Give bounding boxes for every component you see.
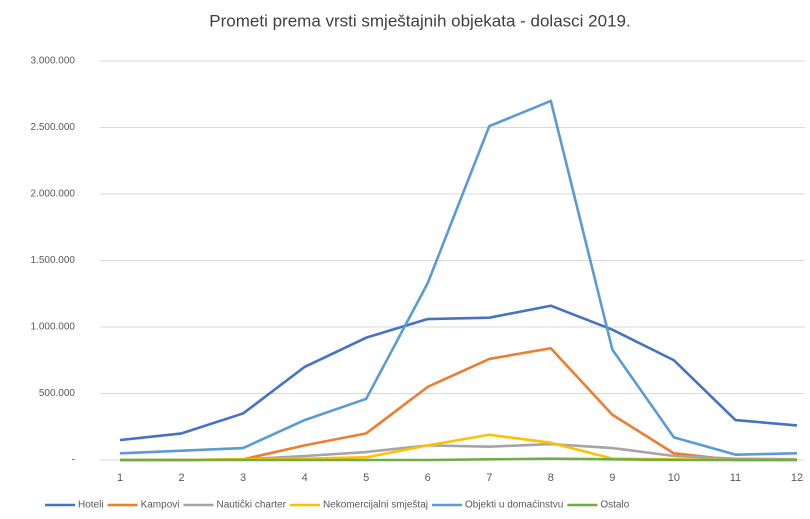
x-tick-label: 3 <box>240 472 246 484</box>
x-tick-label: 12 <box>791 472 803 484</box>
y-tick-label: 1.500.000 <box>31 255 76 266</box>
x-tick-label: 7 <box>486 472 492 484</box>
x-tick-label: 10 <box>668 472 680 484</box>
y-tick-label: 500.000 <box>39 388 76 399</box>
legend-label: Kampovi <box>141 500 180 511</box>
x-tick-label: 2 <box>178 472 184 484</box>
x-tick-label: 1 <box>117 472 123 484</box>
legend-label: Nautički charter <box>216 500 286 511</box>
y-tick-label: 2.000.000 <box>31 189 76 200</box>
x-tick-label: 9 <box>609 472 615 484</box>
y-tick-label: 1.000.000 <box>31 322 76 333</box>
y-tick-label: 3.000.000 <box>31 56 76 67</box>
x-tick-label: 6 <box>425 472 431 484</box>
x-tick-label: 5 <box>363 472 369 484</box>
series-line <box>120 442 798 462</box>
series-line <box>119 304 798 442</box>
x-tick-label: 8 <box>548 472 554 484</box>
series-line <box>119 99 798 456</box>
y-tick-label: - <box>72 455 75 466</box>
chart-title: Prometi prema vrsti smještajnih objekata… <box>209 11 630 30</box>
legend-label: Nekomercijalni smještaj <box>323 500 428 511</box>
legend-label: Ostalo <box>600 500 629 511</box>
x-tick-label: 11 <box>730 472 741 484</box>
x-tick-label: 4 <box>302 472 308 484</box>
legend-label: Objekti u domaćinstvu <box>465 500 563 511</box>
y-tick-label: 2.500.000 <box>31 122 76 133</box>
series-line <box>120 457 797 462</box>
legend-label: Hoteli <box>78 500 104 511</box>
